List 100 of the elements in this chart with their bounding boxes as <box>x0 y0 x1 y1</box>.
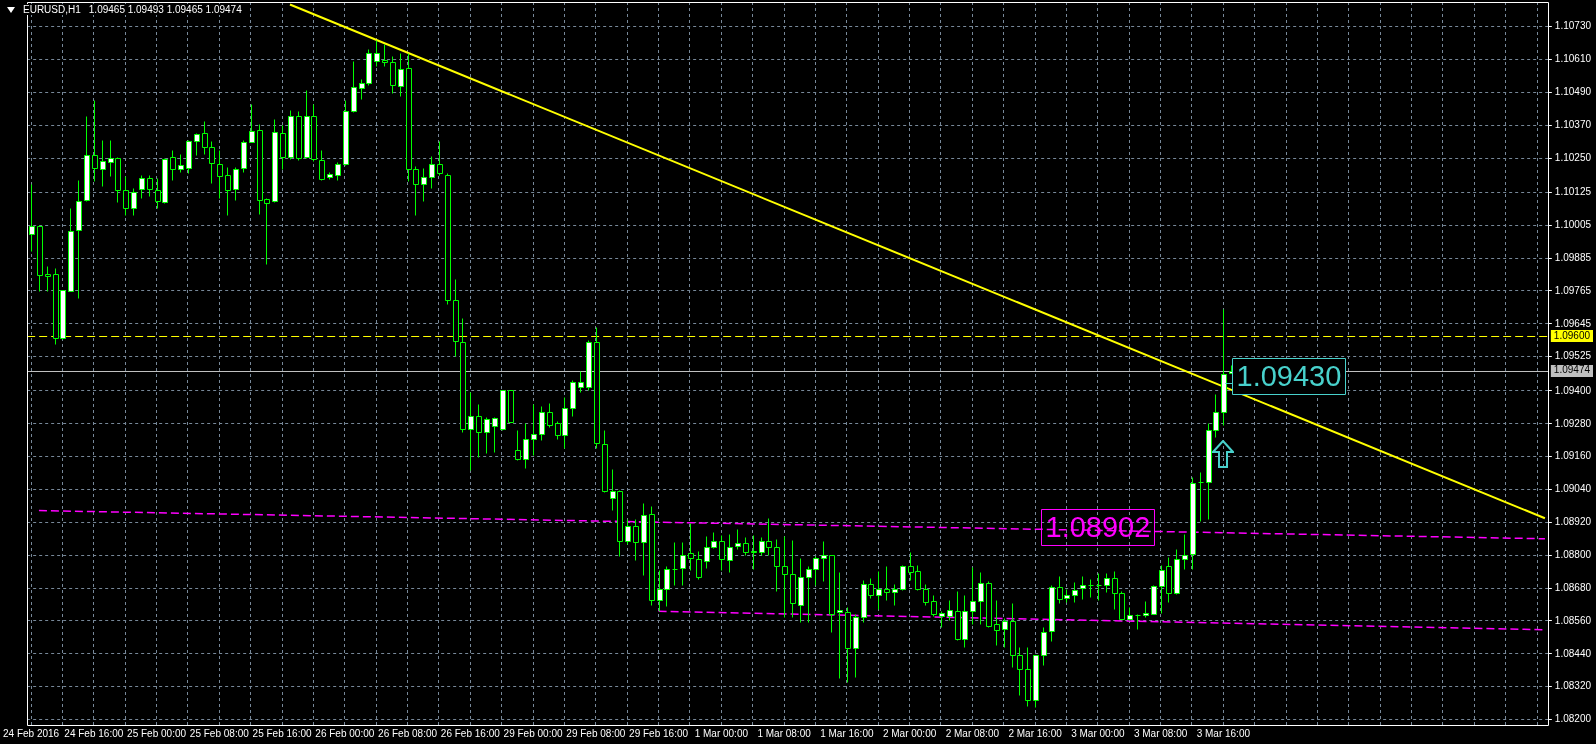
candlestick <box>139 175 145 199</box>
chart-title: EURUSD,H1 <box>23 4 81 15</box>
candlestick <box>970 567 976 625</box>
candlestick <box>602 430 608 493</box>
candlestick <box>76 180 82 299</box>
y-tick-label: 1.09645 <box>1554 317 1592 329</box>
candlestick <box>649 506 655 606</box>
candlestick <box>1151 585 1157 615</box>
candlestick <box>837 572 843 679</box>
candlestick <box>782 536 788 618</box>
candlestick <box>696 551 702 580</box>
candlestick <box>131 188 137 216</box>
candlestick <box>719 535 725 571</box>
candlestick <box>84 116 90 202</box>
candlestick <box>680 542 686 586</box>
candlestick <box>1190 477 1196 570</box>
x-tick-label: 25 Feb 00:00 <box>127 727 187 739</box>
y-tick-label: 1.08920 <box>1554 516 1592 528</box>
candlestick <box>468 392 474 471</box>
candlestick <box>476 404 482 458</box>
candlestick <box>421 168 427 202</box>
candlestick <box>249 104 255 143</box>
candlestick <box>790 540 796 618</box>
annotation: 1.09430 <box>1236 359 1342 392</box>
candlestick <box>594 327 600 449</box>
x-tick-label: 25 Feb 16:00 <box>252 727 312 739</box>
x-tick-label: 3 Mar 16:00 <box>1196 727 1251 739</box>
y-tick-label: 1.08440 <box>1554 647 1592 659</box>
candlestick <box>547 403 553 428</box>
candlestick <box>147 175 153 197</box>
candlestick <box>382 44 388 67</box>
candlestick <box>241 140 247 173</box>
candlestick <box>429 156 435 189</box>
candlestick <box>1072 582 1078 603</box>
x-tick-label: 25 Feb 08:00 <box>189 727 250 739</box>
candlestick <box>1002 618 1008 648</box>
candlestick <box>876 571 882 610</box>
candlestick <box>500 390 506 431</box>
x-tick-label: 26 Feb 08:00 <box>378 727 438 739</box>
x-tick-label: 2 Mar 16:00 <box>1008 727 1063 739</box>
y-tick-label: 1.09280 <box>1554 417 1592 429</box>
candlestick <box>798 558 804 623</box>
candlestick <box>1174 549 1180 595</box>
candlestick <box>900 565 906 591</box>
candlestick <box>947 600 953 621</box>
candlestick <box>978 572 984 625</box>
candlestick <box>100 140 106 187</box>
candlestick <box>1182 534 1188 570</box>
candlestick <box>398 53 404 97</box>
candlestick <box>931 595 937 617</box>
x-tick-label: 1 Mar 08:00 <box>757 727 812 739</box>
y-tick-label: 1.10610 <box>1554 53 1592 65</box>
candlestick <box>625 519 631 545</box>
y-tick-label: 1.09160 <box>1554 450 1592 462</box>
candlestick <box>1096 573 1102 601</box>
candlestick <box>586 340 592 391</box>
candlestick <box>217 150 223 199</box>
candlestick <box>68 208 74 292</box>
y-tick-label: 1.08320 <box>1554 680 1592 692</box>
y-tick-label: 1.10370 <box>1554 118 1592 130</box>
ref-line-label: 1.09600 <box>1553 329 1591 341</box>
y-tick-label: 1.08800 <box>1554 548 1592 560</box>
candlestick <box>445 173 451 305</box>
y-tick-label: 1.09040 <box>1554 483 1592 495</box>
candlestick <box>233 167 239 201</box>
candlestick <box>1041 627 1047 666</box>
candlestick <box>1080 576 1086 600</box>
chart-subtitle: 1.09465 1.09493 1.09465 1.09474 <box>88 4 242 15</box>
y-tick-label: 1.09400 <box>1554 384 1592 396</box>
x-tick-label: 1 Mar 16:00 <box>820 727 874 739</box>
candlestick <box>45 266 51 292</box>
candlestick <box>633 519 639 561</box>
candlestick <box>735 529 741 550</box>
candlestick <box>531 404 537 456</box>
candlestick <box>280 125 286 170</box>
x-tick-label: 2 Mar 08:00 <box>945 727 1000 739</box>
candlestick <box>453 279 459 357</box>
candlestick <box>845 607 851 683</box>
y-tick-label: 1.10490 <box>1554 86 1592 98</box>
candlestick <box>390 56 396 94</box>
candlestick <box>37 225 43 292</box>
x-tick-label: 29 Feb 16:00 <box>629 727 689 739</box>
candlestick <box>484 417 490 454</box>
candlestick <box>672 542 678 586</box>
x-tick-label: 29 Feb 00:00 <box>503 727 563 739</box>
candlestick <box>1221 309 1227 426</box>
candlestick <box>296 111 302 161</box>
ref-line-label: 1.09474 <box>1553 364 1591 376</box>
candlestick <box>994 600 1000 646</box>
y-tick-label: 1.09525 <box>1554 350 1592 362</box>
x-tick-label: 24 Feb 2016 <box>2 727 60 739</box>
y-tick-label: 1.08560 <box>1554 614 1592 626</box>
candlestick <box>319 150 325 181</box>
candlestick <box>1088 579 1094 598</box>
x-tick-label: 2 Mar 00:00 <box>882 727 937 739</box>
candlestick <box>884 566 890 601</box>
candlestick <box>194 133 200 156</box>
y-tick-label: 1.08200 <box>1554 713 1592 725</box>
y-tick-label: 1.10730 <box>1554 20 1592 32</box>
candlestick <box>923 584 929 606</box>
